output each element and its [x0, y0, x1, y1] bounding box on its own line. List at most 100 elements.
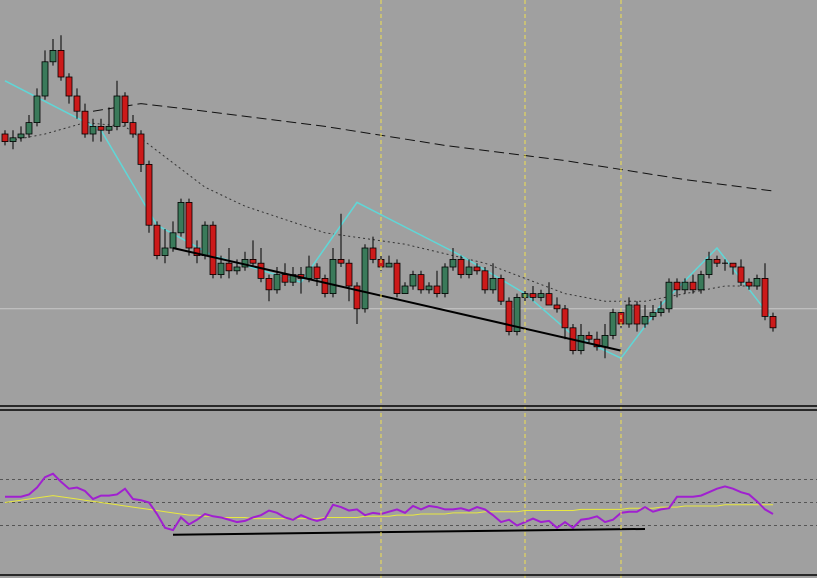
- moving-average-line: [92, 103, 774, 192]
- candle-body: [417, 274, 425, 291]
- candle: [641, 305, 649, 328]
- candle-body: [321, 277, 329, 294]
- candle-body: [185, 201, 193, 249]
- candle: [465, 259, 473, 279]
- candle: [209, 221, 217, 279]
- candle: [473, 263, 481, 275]
- candle-body: [129, 122, 137, 135]
- candle-body: [633, 304, 641, 325]
- candle-body: [585, 334, 593, 340]
- candle-body: [361, 247, 369, 310]
- candle: [401, 282, 409, 294]
- candle: [761, 263, 769, 321]
- candle: [137, 130, 145, 172]
- candle-body: [353, 285, 361, 310]
- candle-body: [753, 277, 761, 287]
- price-pane: [0, 35, 817, 360]
- candle: [529, 286, 537, 302]
- candle: [65, 73, 73, 104]
- candle: [425, 282, 433, 294]
- candle: [769, 312, 777, 332]
- candle: [441, 263, 449, 298]
- candle: [41, 50, 49, 100]
- candle-body: [65, 76, 73, 97]
- candle: [361, 244, 369, 313]
- candle-body: [625, 304, 633, 325]
- candle: [33, 88, 41, 127]
- candle-body: [385, 262, 393, 268]
- candle: [121, 92, 129, 127]
- candle-body: [657, 308, 665, 313]
- candle: [417, 270, 425, 294]
- candle: [497, 274, 505, 305]
- candle-body: [169, 232, 177, 249]
- oscillator-pane: [0, 472, 817, 536]
- oscillator-line: [5, 472, 774, 532]
- candle: [17, 126, 25, 142]
- candle-body: [33, 95, 41, 124]
- candle: [625, 297, 633, 328]
- candle-body: [681, 281, 689, 291]
- candle-body: [449, 258, 457, 268]
- candle: [9, 130, 17, 150]
- candle: [449, 248, 457, 271]
- candle-body: [697, 274, 705, 291]
- candle: [97, 118, 105, 142]
- candle-body: [497, 277, 505, 302]
- candle-body: [305, 266, 313, 279]
- candle: [433, 270, 441, 298]
- moving-average-line: [4, 122, 765, 302]
- candle: [337, 213, 345, 267]
- candle: [553, 297, 561, 313]
- candle-body: [665, 281, 673, 310]
- candle-body: [209, 224, 217, 275]
- candle: [145, 160, 153, 233]
- candle-body: [233, 266, 241, 272]
- candle: [545, 282, 553, 306]
- candle-body: [641, 315, 649, 325]
- candle: [113, 80, 121, 131]
- candle-body: [105, 126, 113, 131]
- candle-body: [17, 133, 25, 139]
- candle: [657, 301, 665, 317]
- candle: [345, 259, 353, 302]
- candle-body: [137, 133, 145, 165]
- candle-body: [481, 270, 489, 291]
- candle-body: [505, 300, 513, 333]
- candle-body: [393, 262, 401, 295]
- candle-body: [113, 95, 121, 127]
- candle: [513, 293, 521, 336]
- candle-body: [225, 262, 233, 272]
- candle-body: [369, 247, 377, 260]
- candle-body: [513, 296, 521, 332]
- candle-body: [433, 285, 441, 294]
- candle-body: [489, 277, 497, 291]
- candle: [369, 236, 377, 264]
- candle-body: [561, 308, 569, 329]
- candle-body: [473, 266, 481, 272]
- candle-body: [609, 312, 617, 336]
- candle-body: [337, 258, 345, 264]
- candle: [329, 248, 337, 298]
- candle: [153, 221, 161, 260]
- candle-body: [745, 281, 753, 287]
- candle-body: [601, 334, 609, 348]
- candle-body: [673, 281, 681, 291]
- candle: [313, 263, 321, 286]
- candle: [457, 255, 465, 279]
- candle-body: [49, 50, 57, 63]
- candle-body: [769, 315, 777, 329]
- candle: [185, 198, 193, 256]
- candle: [561, 305, 569, 340]
- candle-body: [425, 285, 433, 291]
- candle: [1, 130, 9, 146]
- candle: [593, 331, 601, 351]
- candle-body: [737, 266, 745, 283]
- candle: [161, 229, 169, 264]
- candle-body: [761, 277, 769, 317]
- candle: [697, 270, 705, 294]
- candle-body: [89, 126, 97, 135]
- candle-body: [465, 266, 473, 275]
- candle-body: [9, 137, 17, 143]
